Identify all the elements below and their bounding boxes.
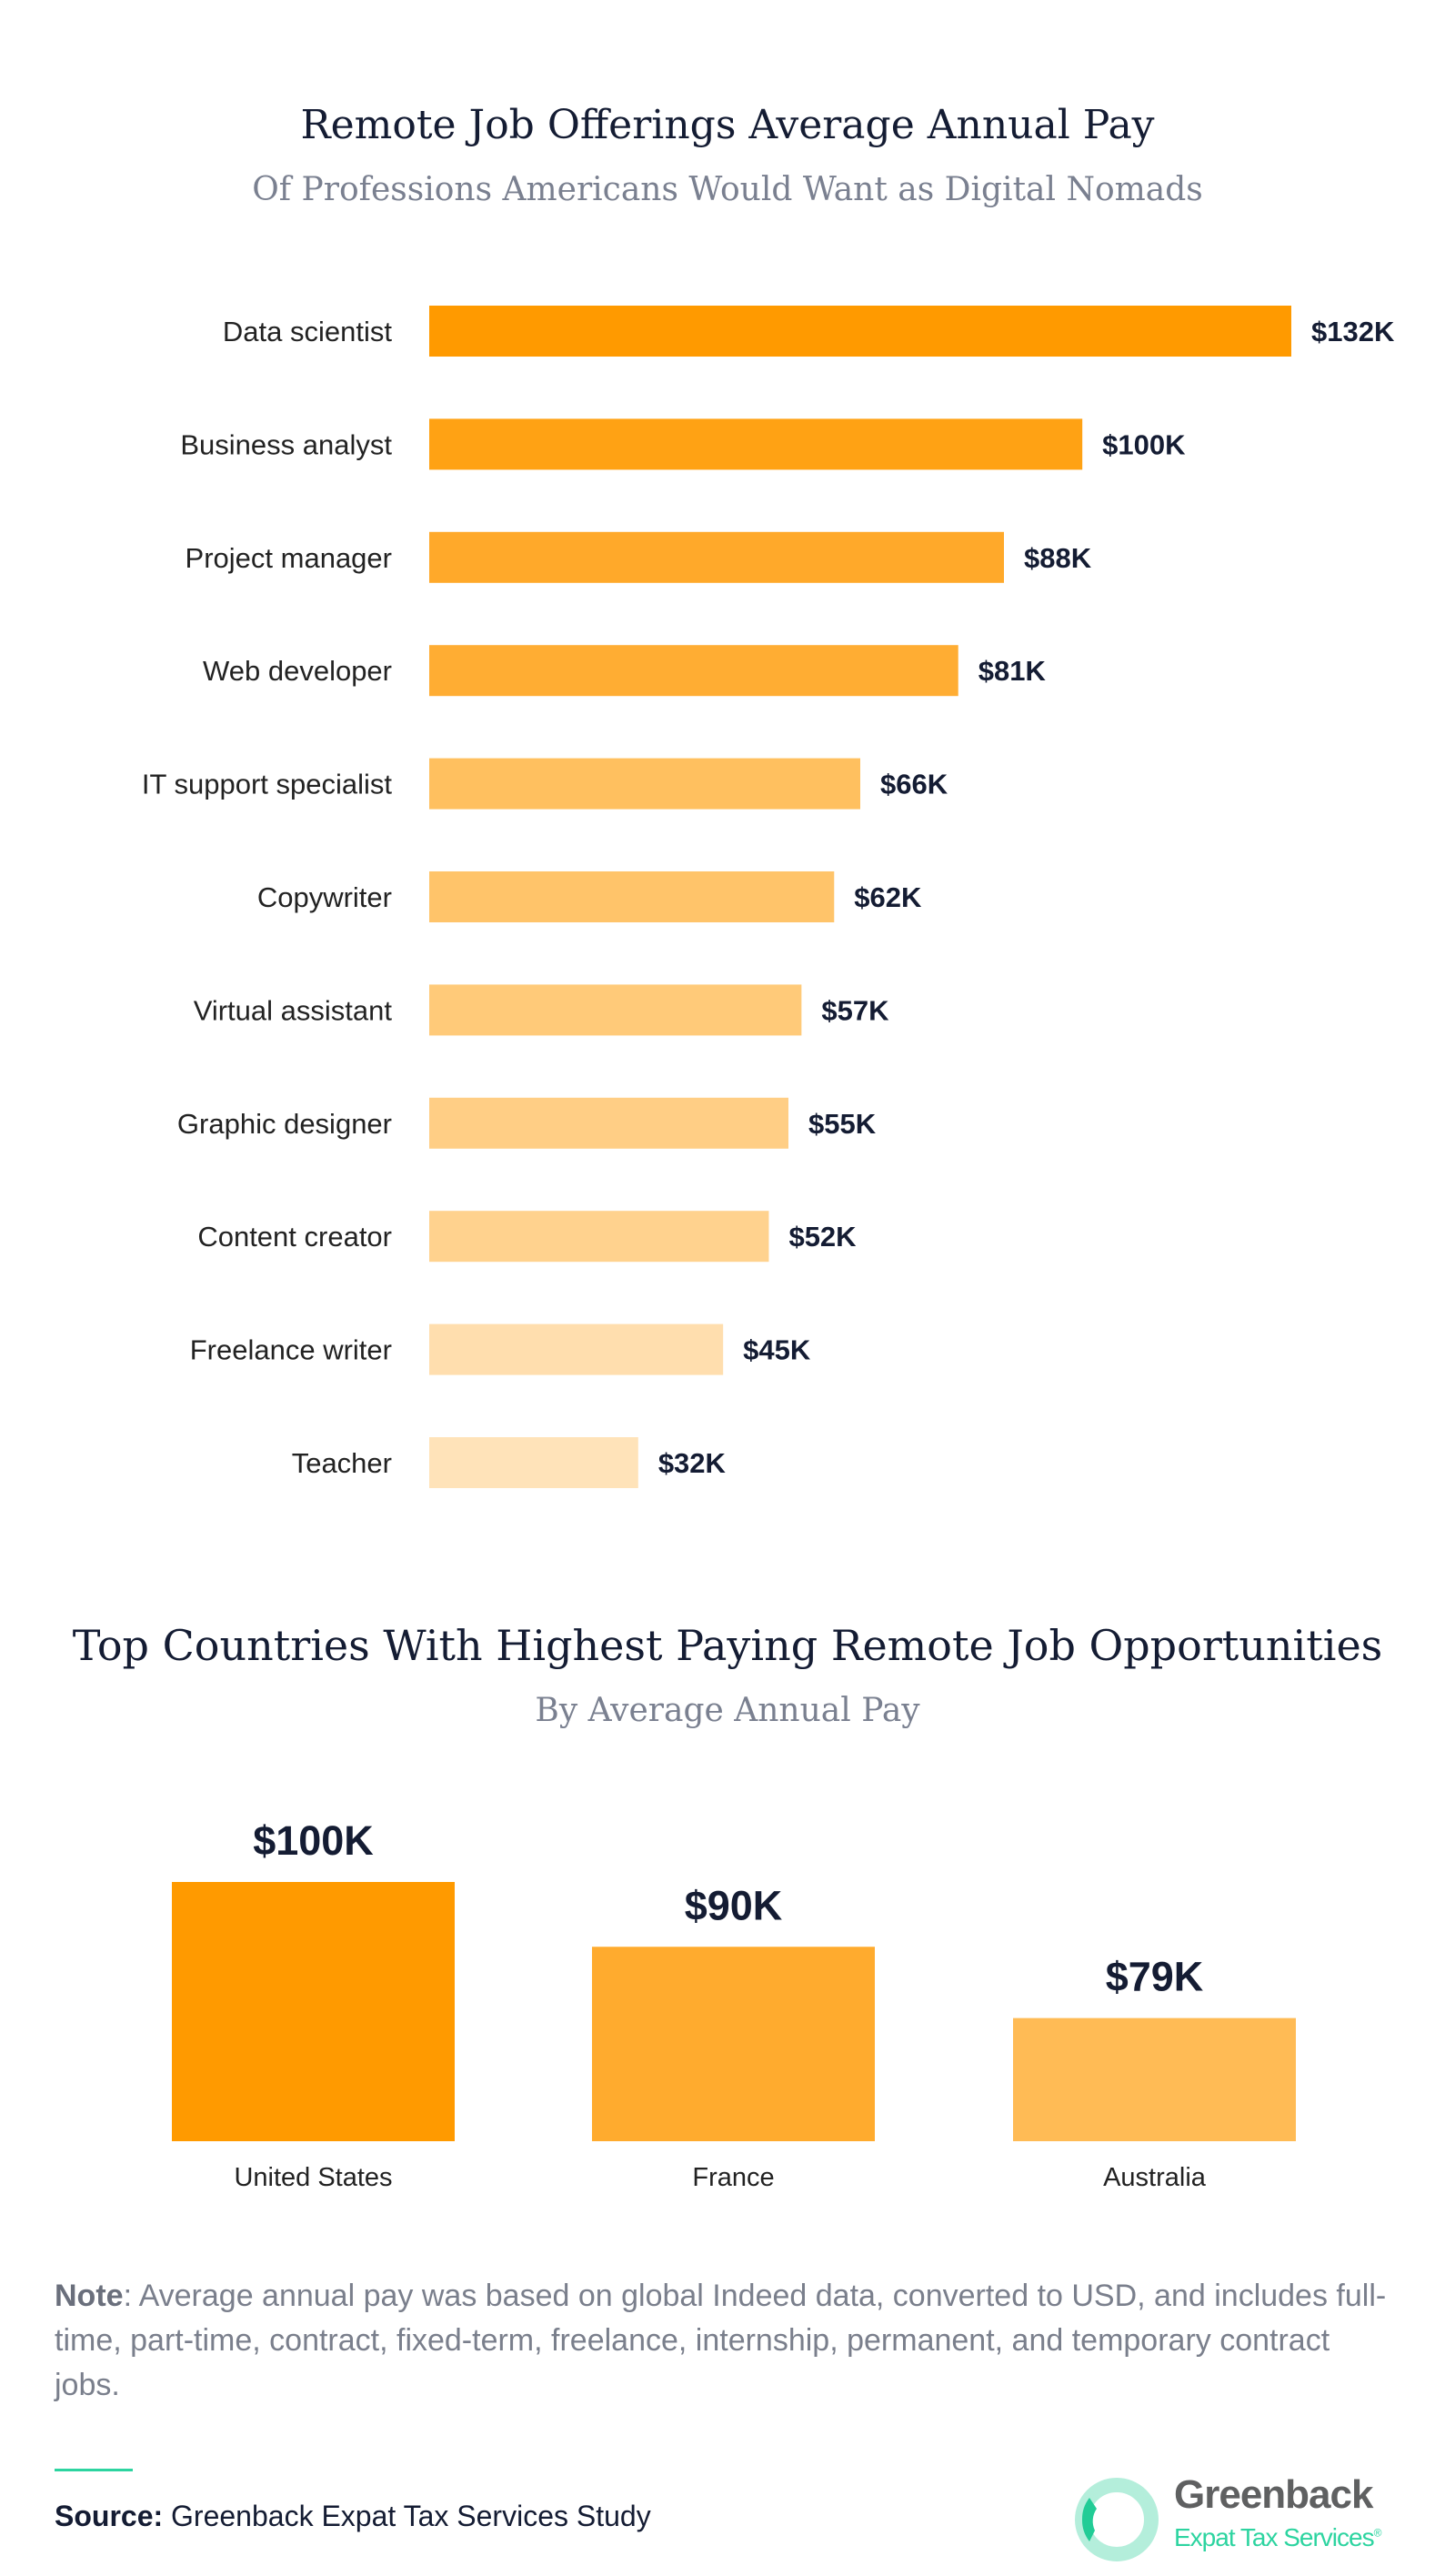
category-label: Virtual assistant (194, 994, 393, 1026)
chart2-subtitle: By Average Annual Pay (535, 1692, 920, 1729)
greenback-logo: Greenback Expat Tax Services® (1069, 2472, 1415, 2567)
logo-name: Greenback (1174, 2472, 1373, 2517)
bar (429, 1097, 788, 1149)
chart2-vertical-bars: $100K United States $90K France $79K Australi… (172, 1817, 1296, 2192)
value-label: $52K (788, 1221, 857, 1253)
category-label: Teacher (292, 1447, 392, 1479)
category-label: Project manager (186, 542, 392, 574)
value-label: $81K (978, 655, 1047, 687)
bar (429, 1323, 724, 1375)
bar (429, 984, 802, 1036)
category-label: Business analyst (180, 428, 392, 460)
bar (592, 1947, 875, 2141)
value-label: $32K (658, 1447, 727, 1479)
bar (429, 871, 835, 922)
bar (429, 1437, 638, 1488)
category-label: United States (234, 2163, 392, 2192)
value-label: $55K (808, 1108, 877, 1140)
logo-tagline-text: Expat Tax Services (1174, 2523, 1375, 2551)
chart1-subtitle: Of Professions Americans Would Want as D… (252, 171, 1203, 208)
source-body: Greenback Expat Tax Services Study (163, 2500, 651, 2532)
bar (429, 306, 1291, 357)
chart1-horizontal-bars: Data scientist $132K Business analyst $100K… (142, 306, 1395, 1488)
logo-tagline: Expat Tax Services® (1174, 2523, 1382, 2552)
bar (429, 418, 1083, 470)
value-label: $45K (743, 1334, 811, 1366)
note-text: Note: Average annual pay was based on gl… (55, 2274, 1400, 2408)
category-label: Content creator (197, 1221, 392, 1253)
registered-mark: ® (1373, 2526, 1382, 2540)
value-label: $62K (854, 881, 922, 913)
value-label: $79K (1106, 1954, 1204, 2000)
category-label: Data scientist (223, 316, 392, 347)
bar (172, 1882, 455, 2141)
bar (429, 531, 1004, 583)
value-label: $66K (880, 769, 948, 800)
bar (429, 758, 860, 810)
value-label: $132K (1311, 316, 1395, 347)
category-label: Web developer (203, 655, 392, 687)
category-label: Australia (1103, 2163, 1207, 2192)
category-label: Freelance writer (190, 1334, 392, 1366)
source-text: Source: Greenback Expat Tax Services Stu… (55, 2500, 651, 2533)
bar (429, 645, 958, 697)
category-label: IT support specialist (142, 769, 392, 800)
chart1-title: Remote Job Offerings Average Annual Pay (300, 102, 1155, 148)
note-body: : Average annual pay was based on global… (55, 2279, 1387, 2402)
bar (1013, 2018, 1296, 2141)
divider (55, 2469, 133, 2471)
value-label: $57K (821, 994, 889, 1026)
category-label: France (692, 2163, 774, 2192)
chart2-title: Top Countries With Highest Paying Remote… (72, 1621, 1383, 1670)
value-label: $100K (1102, 428, 1186, 460)
value-label: $90K (685, 1882, 783, 1928)
note-label: Note (55, 2279, 124, 2313)
greenback-logo-icon (1075, 2478, 1159, 2561)
category-label: Graphic designer (177, 1108, 392, 1140)
source-label: Source: (55, 2500, 164, 2532)
bar (429, 1211, 769, 1263)
category-label: Copywriter (257, 881, 392, 913)
value-label: $100K (253, 1817, 374, 1864)
value-label: $88K (1024, 542, 1092, 574)
